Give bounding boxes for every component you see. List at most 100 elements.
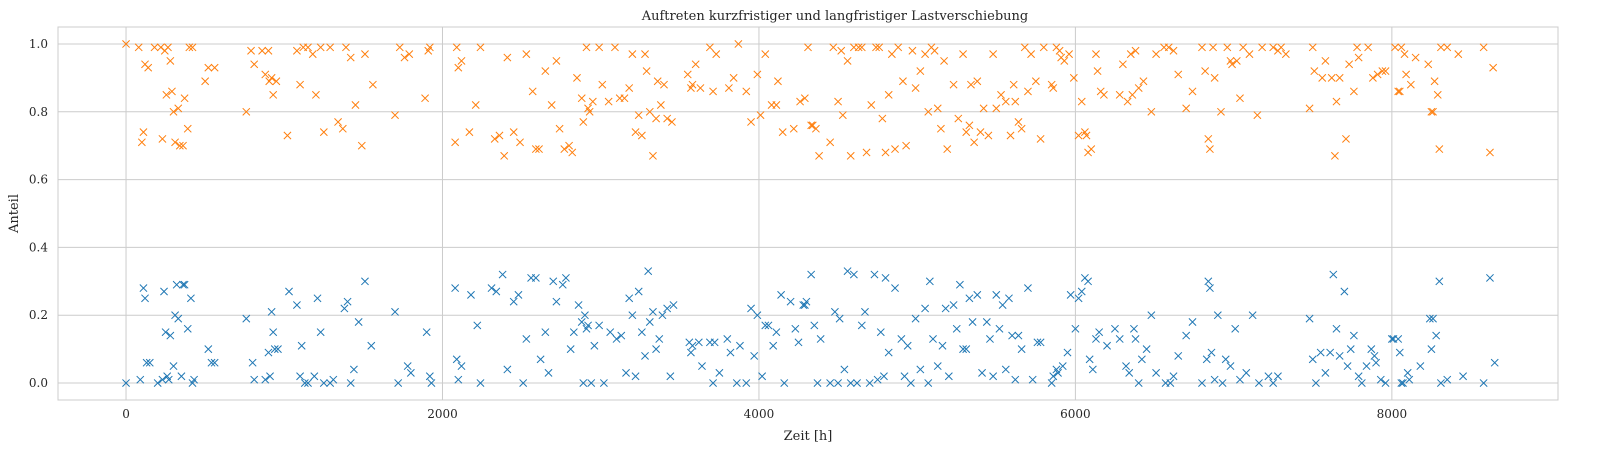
data-point <box>617 331 626 340</box>
data-point <box>185 43 194 52</box>
data-point <box>569 328 578 337</box>
data-point <box>887 50 896 59</box>
data-point <box>710 338 719 347</box>
data-point <box>857 43 866 52</box>
data-point <box>1152 50 1161 59</box>
data-point <box>509 128 518 137</box>
data-point <box>250 375 259 384</box>
data-point <box>968 318 977 326</box>
data-point <box>158 375 167 384</box>
data-point <box>258 46 267 55</box>
data-point <box>894 43 903 52</box>
data-point <box>1373 70 1382 79</box>
data-point <box>1226 362 1235 371</box>
data-point <box>1459 372 1468 381</box>
data-point <box>169 107 178 116</box>
data-point <box>519 379 528 387</box>
data-point <box>1269 43 1278 52</box>
data-point <box>391 307 399 316</box>
data-point <box>1063 348 1072 357</box>
data-point <box>451 138 460 147</box>
data-point <box>1427 345 1436 354</box>
data-point <box>167 87 176 96</box>
data-point <box>354 318 363 326</box>
data-point <box>300 379 309 387</box>
data-point <box>584 321 593 330</box>
data-point <box>1093 67 1102 76</box>
data-point <box>989 50 998 59</box>
data-point <box>142 358 151 367</box>
data-point <box>283 131 292 140</box>
data-point <box>1033 338 1042 347</box>
data-point <box>579 379 588 387</box>
data-point <box>150 43 159 52</box>
data-point <box>177 372 186 381</box>
data-point <box>1077 97 1086 106</box>
data-point <box>342 43 350 52</box>
data-point <box>773 77 782 86</box>
data-point <box>1253 111 1262 120</box>
data-point <box>620 94 629 103</box>
data-point <box>867 101 876 109</box>
data-point <box>606 328 615 337</box>
data-point <box>921 304 930 313</box>
data-point <box>962 345 971 354</box>
data-point <box>944 372 953 381</box>
data-point <box>1335 73 1344 82</box>
data-point <box>1228 60 1237 69</box>
data-point <box>476 43 485 52</box>
data-point <box>658 311 667 320</box>
data-point <box>1321 368 1330 377</box>
data-point <box>1435 277 1444 286</box>
data-point <box>598 80 607 89</box>
data-point <box>772 101 781 109</box>
data-point <box>503 53 512 62</box>
data-point <box>160 287 168 296</box>
data-point <box>574 301 583 310</box>
data-point <box>861 307 869 316</box>
data-point <box>1405 375 1414 384</box>
data-point <box>1210 375 1219 384</box>
data-point <box>772 328 781 337</box>
data-point <box>1436 379 1445 387</box>
data-point <box>1131 46 1140 55</box>
data-point <box>789 124 798 133</box>
data-point <box>1326 348 1335 357</box>
data-point <box>1424 60 1433 69</box>
data-point <box>316 328 325 337</box>
data-point <box>997 90 1005 99</box>
data-point <box>837 46 846 55</box>
data-point <box>451 284 460 293</box>
data-point <box>1182 104 1191 113</box>
data-point <box>1479 43 1488 52</box>
data-point <box>666 372 675 381</box>
chart-title: Auftreten kurzfristiger und langfristige… <box>641 9 1029 24</box>
data-point <box>273 345 282 354</box>
data-point <box>1395 348 1404 357</box>
data-point <box>1364 43 1373 52</box>
data-point <box>628 50 637 59</box>
x-tick-label: 4000 <box>744 407 775 421</box>
data-point <box>1169 46 1178 55</box>
data-point <box>786 297 795 306</box>
data-point <box>179 141 187 150</box>
data-point <box>595 321 604 330</box>
data-point <box>465 128 474 137</box>
data-point <box>1125 368 1134 377</box>
series-1 <box>122 267 1499 387</box>
data-point <box>454 63 463 72</box>
data-point <box>992 290 1001 299</box>
data-point <box>645 318 654 326</box>
data-point <box>854 43 863 52</box>
data-point <box>634 111 643 120</box>
data-point <box>612 335 621 343</box>
data-point <box>242 107 251 116</box>
data-point <box>849 270 858 279</box>
data-point <box>979 104 988 113</box>
data-point <box>1479 379 1488 387</box>
data-point <box>368 80 377 89</box>
data-point <box>522 335 531 343</box>
data-point <box>876 328 885 337</box>
series-0 <box>122 40 1498 160</box>
data-point <box>1014 331 1023 340</box>
